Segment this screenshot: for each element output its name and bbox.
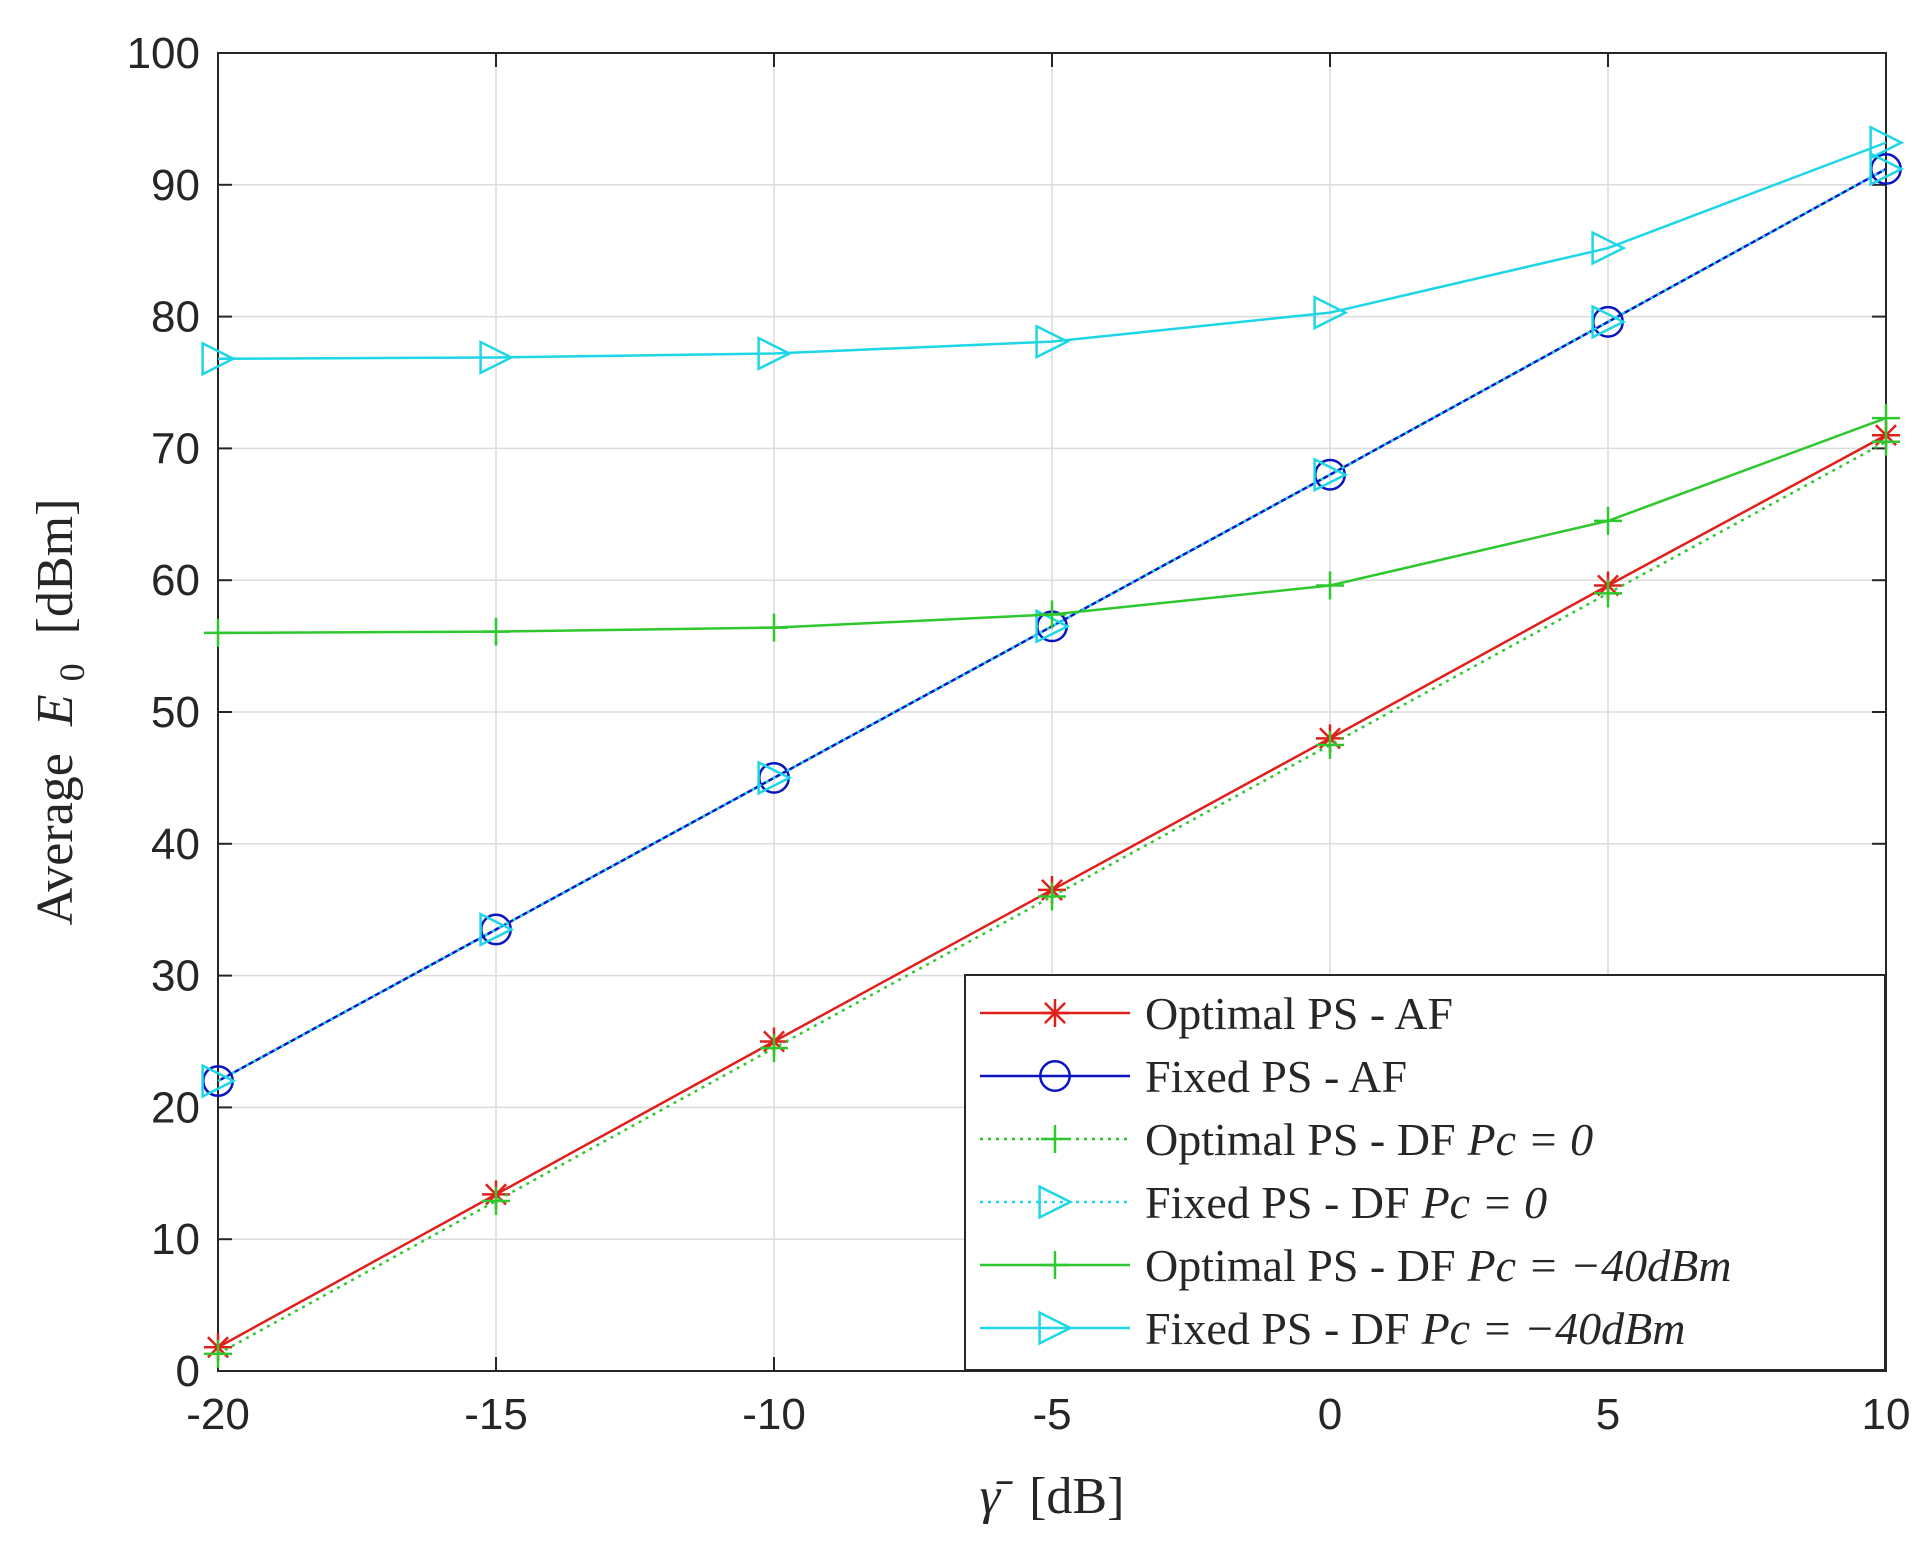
data-point (1038, 600, 1066, 629)
x-tick-label: 0 (1318, 1390, 1342, 1439)
x-tick-label: 5 (1596, 1390, 1620, 1439)
legend-math: Pc = 0 (1421, 1177, 1548, 1228)
y-axis-symbol: E (27, 694, 84, 727)
legend-math: Pc = 0 (1467, 1114, 1594, 1165)
y-axis-subscript: 0 (52, 663, 92, 681)
y-tick-label: 80 (151, 293, 200, 342)
data-point (482, 1186, 510, 1215)
data-point (1038, 882, 1066, 911)
legend-item: Fixed PS - DF Pc = −40dBm (980, 1303, 1686, 1354)
data-point (1872, 427, 1900, 456)
legend-item: Fixed PS - AF (980, 1051, 1407, 1102)
data-point (1872, 404, 1900, 433)
data-point (1035, 324, 1071, 360)
y-tick-label: 100 (127, 29, 200, 78)
series-2 (204, 427, 1900, 1368)
y-axis-prefix: Average (27, 753, 84, 925)
data-point (1594, 506, 1622, 535)
series-line (217, 141, 1887, 361)
data-point (1591, 304, 1627, 340)
y-tick-label: 70 (151, 424, 200, 473)
y-axis-title: Average E 0 [dBm] (27, 499, 96, 926)
legend-name: Optimal PS - AF (1145, 988, 1453, 1039)
y-tick-label: 40 (151, 820, 200, 869)
x-axis-title: γ̄ [dB] (980, 1468, 1125, 1525)
plus-marker (1041, 1125, 1069, 1153)
circle-marker (1039, 1060, 1071, 1092)
data-point (479, 912, 515, 947)
legend-item: Fixed PS - DF Pc = 0 (980, 1177, 1547, 1228)
data-point (757, 760, 793, 796)
series-4 (204, 404, 1900, 647)
y-tick-label: 10 (151, 1215, 200, 1264)
legend-label: Fixed PS - AF (1145, 1051, 1407, 1102)
data-point (757, 336, 793, 371)
y-tick-label: 60 (151, 556, 200, 605)
data-point (1869, 151, 1905, 187)
data-point (1316, 571, 1344, 600)
x-tick-label: -5 (1032, 1390, 1071, 1439)
legend-name: Fixed PS - DF (1145, 1303, 1410, 1354)
data-point (1591, 230, 1627, 266)
x-tick-label: -15 (464, 1390, 528, 1439)
data-point (1313, 295, 1349, 331)
legend-label: Optimal PS - DF Pc = −40dBm (1145, 1240, 1731, 1291)
data-point (760, 1034, 788, 1063)
data-point (479, 340, 515, 375)
x-tick-label: 10 (1862, 1390, 1911, 1439)
data-point (1869, 125, 1905, 161)
triangle-right-marker (1038, 1310, 1074, 1346)
legend: Optimal PS - AF Fixed PS - AF Optimal PS -… (964, 974, 1886, 1371)
x-tick-label: -20 (186, 1390, 250, 1439)
plus-marker (1041, 1251, 1069, 1279)
y-axis-unit: [dBm] (27, 499, 84, 635)
data-point (204, 618, 232, 647)
triangle-right-marker (1038, 1184, 1074, 1220)
legend-label: Optimal PS - AF (1145, 988, 1453, 1039)
legend-item: Optimal PS - DF Pc = 0 (980, 1114, 1593, 1165)
series-5 (201, 125, 1905, 377)
data-point (482, 617, 510, 646)
series-layer (201, 125, 1905, 1368)
y-tick-label: 90 (151, 161, 200, 210)
legend-name: Fixed PS - DF (1145, 1177, 1410, 1228)
legend-box (964, 974, 1886, 1371)
legend-label: Fixed PS - DF Pc = −40dBm (1145, 1303, 1686, 1354)
x-axis-symbol: γ̄ (980, 1468, 1013, 1525)
y-tick-label: 0 (176, 1347, 200, 1396)
legend-name: Fixed PS - AF (1145, 1051, 1407, 1102)
x-tick-label: -10 (742, 1390, 806, 1439)
data-point (1316, 730, 1344, 759)
star-marker (1041, 999, 1069, 1027)
x-axis-unit: [dB] (1029, 1468, 1124, 1525)
y-tick-label: 50 (151, 688, 200, 737)
legend-label: Fixed PS - DF Pc = 0 (1145, 1177, 1547, 1228)
data-point (201, 1063, 237, 1099)
data-point (1313, 457, 1349, 493)
data-point (1594, 579, 1622, 608)
legend-item: Optimal PS - DF Pc = −40dBm (980, 1240, 1731, 1291)
legend-name: Optimal PS - DF (1145, 1240, 1456, 1291)
y-tick-label: 30 (151, 952, 200, 1001)
legend-math: Pc = −40dBm (1421, 1303, 1686, 1354)
data-point (204, 1339, 232, 1368)
data-point (201, 341, 237, 377)
legend-name: Optimal PS - DF (1145, 1114, 1456, 1165)
legend-item: Optimal PS - AF (980, 988, 1453, 1039)
legend-label: Optimal PS - DF Pc = 0 (1145, 1114, 1593, 1165)
y-tick-label: 20 (151, 1083, 200, 1132)
legend-math: Pc = −40dBm (1467, 1240, 1732, 1291)
data-point (760, 613, 788, 642)
